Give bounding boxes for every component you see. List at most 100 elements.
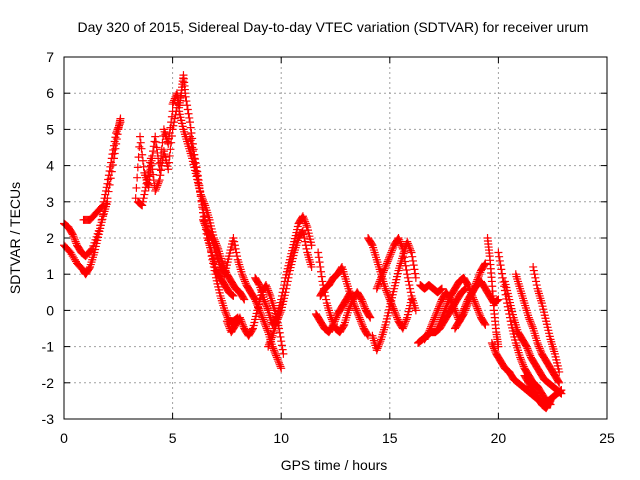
data-point bbox=[149, 147, 158, 156]
data-point bbox=[261, 299, 270, 308]
data-point bbox=[425, 326, 434, 335]
data-point bbox=[99, 201, 108, 210]
data-point bbox=[96, 221, 105, 230]
data-point bbox=[402, 315, 411, 324]
data-point bbox=[525, 349, 534, 358]
data-point bbox=[183, 105, 192, 114]
data-point bbox=[393, 313, 402, 322]
x-tick-label: 0 bbox=[60, 430, 68, 446]
data-point bbox=[181, 92, 190, 101]
data-point bbox=[449, 302, 458, 311]
data-point bbox=[381, 262, 390, 271]
data-point bbox=[461, 300, 470, 309]
data-point bbox=[196, 188, 205, 197]
data-point bbox=[237, 317, 246, 326]
data-point bbox=[382, 259, 391, 268]
data-point bbox=[154, 177, 163, 186]
data-point bbox=[495, 252, 504, 261]
data-point bbox=[401, 319, 410, 328]
data-point bbox=[471, 300, 480, 309]
data-point bbox=[439, 310, 448, 319]
data-point bbox=[150, 137, 159, 146]
data-point bbox=[443, 299, 452, 308]
data-point bbox=[232, 248, 241, 257]
data-point bbox=[192, 167, 201, 176]
data-point bbox=[351, 302, 360, 311]
data-point bbox=[143, 171, 152, 180]
data-point bbox=[355, 313, 364, 322]
data-point bbox=[379, 268, 388, 277]
data-point bbox=[115, 121, 124, 130]
data-point bbox=[141, 186, 150, 195]
data-point bbox=[301, 237, 310, 246]
data-point bbox=[170, 118, 179, 127]
data-point bbox=[523, 344, 532, 353]
data-point bbox=[532, 277, 541, 286]
data-point bbox=[199, 205, 208, 214]
data-point bbox=[229, 234, 238, 242]
data-point bbox=[496, 261, 505, 270]
data-point bbox=[100, 194, 109, 203]
data-point bbox=[384, 291, 393, 300]
data-point bbox=[373, 282, 382, 291]
data-point bbox=[156, 171, 165, 180]
data-point bbox=[227, 290, 236, 299]
data-point bbox=[274, 313, 283, 322]
y-tick-label: -2 bbox=[42, 375, 55, 391]
data-point bbox=[271, 349, 280, 358]
data-point bbox=[149, 170, 158, 179]
data-point bbox=[363, 330, 372, 339]
data-point bbox=[264, 286, 273, 295]
data-point bbox=[344, 306, 353, 315]
data-point bbox=[463, 281, 472, 290]
data-point bbox=[387, 246, 396, 255]
data-point bbox=[265, 338, 274, 347]
data-point bbox=[518, 358, 527, 367]
y-tick-label: 2 bbox=[46, 230, 54, 246]
data-point bbox=[182, 97, 191, 106]
data-point bbox=[402, 265, 411, 274]
data-point bbox=[375, 338, 384, 347]
data-point bbox=[516, 353, 525, 362]
data-point bbox=[404, 277, 413, 286]
data-point bbox=[378, 270, 387, 279]
y-tick-label: 6 bbox=[46, 85, 54, 101]
data-point bbox=[231, 244, 240, 253]
data-point bbox=[188, 147, 197, 156]
data-point bbox=[494, 295, 503, 304]
data-point bbox=[405, 243, 414, 252]
data-point bbox=[169, 98, 178, 107]
data-point bbox=[148, 165, 157, 174]
data-point bbox=[399, 322, 408, 331]
data-point bbox=[108, 150, 117, 159]
data-point bbox=[269, 344, 278, 353]
data-point bbox=[372, 346, 381, 355]
data-point bbox=[383, 257, 392, 266]
data-point bbox=[136, 138, 145, 147]
data-point bbox=[317, 272, 326, 281]
data-point bbox=[427, 322, 436, 331]
data-point bbox=[380, 264, 389, 273]
data-point bbox=[389, 304, 398, 313]
data-point bbox=[259, 295, 268, 304]
data-point bbox=[272, 351, 281, 360]
data-point bbox=[138, 156, 147, 165]
data-point bbox=[470, 297, 479, 306]
data-point bbox=[240, 295, 249, 304]
data-point bbox=[411, 269, 420, 278]
data-point bbox=[141, 183, 150, 192]
data-point bbox=[261, 322, 270, 331]
data-point bbox=[475, 270, 484, 279]
data-point bbox=[228, 291, 237, 300]
data-point bbox=[164, 158, 173, 167]
data-point bbox=[351, 304, 360, 313]
data-point bbox=[497, 265, 506, 274]
data-point bbox=[167, 132, 176, 141]
data-point bbox=[285, 270, 294, 279]
data-point bbox=[185, 118, 194, 127]
data-point bbox=[233, 252, 242, 261]
data-point bbox=[112, 129, 121, 138]
data-point bbox=[267, 335, 276, 344]
data-point bbox=[374, 281, 383, 290]
data-point bbox=[230, 237, 239, 246]
